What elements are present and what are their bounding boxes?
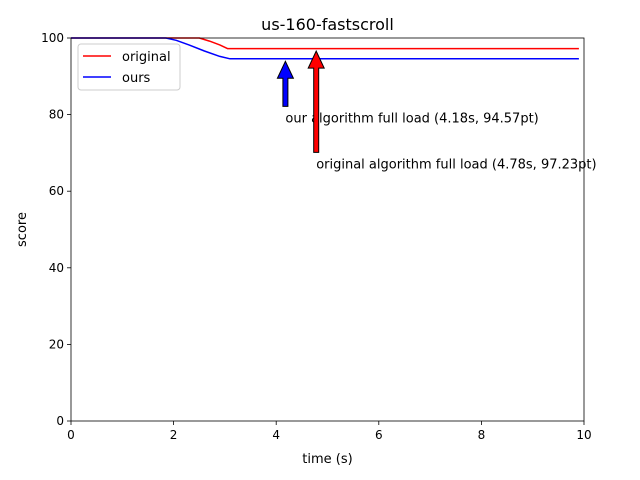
legend: original ours [77,43,181,91]
y-tick-label: 80 [49,108,64,122]
x-tick-label: 2 [170,428,178,442]
annotation-label: our algorithm full load (4.18s, 94.57pt) [285,111,538,126]
x-tick-label: 10 [576,428,591,442]
x-tick-label: 4 [272,428,280,442]
y-tick-label: 20 [49,337,64,351]
y-tick-label: 100 [41,31,64,45]
y-tick-label: 40 [49,261,64,275]
x-tick-label: 0 [67,428,75,442]
annotation-arrow [276,60,295,107]
x-tick-label: 6 [375,428,383,442]
legend-label-ours: ours [122,71,151,86]
y-tick-label: 0 [56,414,64,428]
series-line-ours [71,37,579,60]
legend-label-original: original [122,50,171,65]
x-tick-label: 8 [478,428,486,442]
y-tick-label: 60 [49,184,64,198]
y-axis-label: score [15,212,30,247]
chart-title: us-160-fastscroll [261,15,394,34]
plot-frame [70,37,585,422]
x-axis-label: time (s) [302,452,352,467]
annotation-arrow [307,49,325,153]
annotation-label: original algorithm full load (4.78s, 97.… [316,157,596,172]
